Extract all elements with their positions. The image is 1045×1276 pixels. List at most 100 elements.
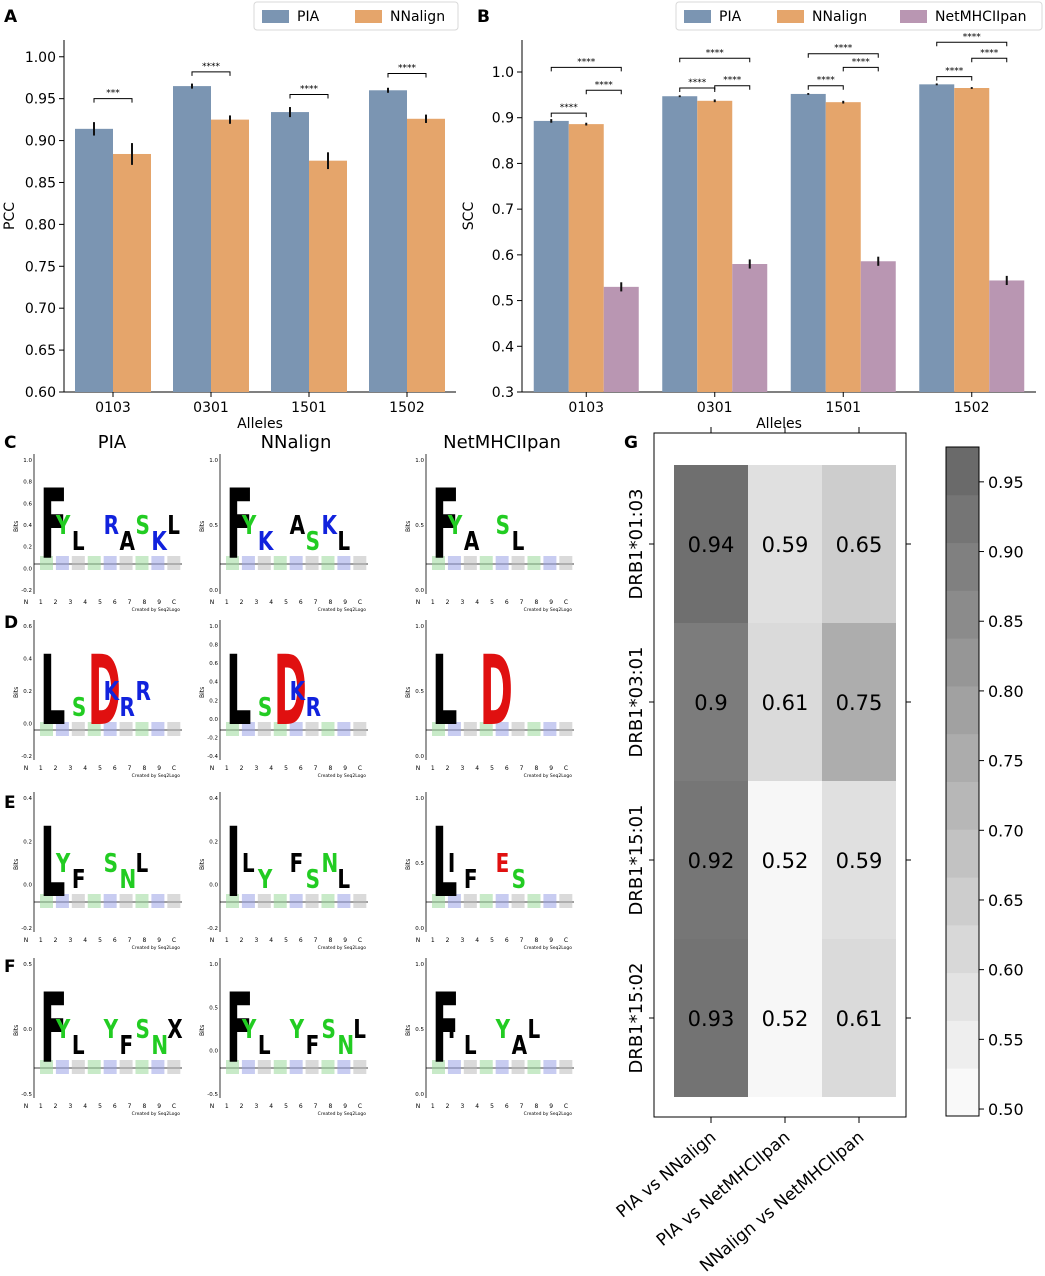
x-tick-label: 1501 (825, 400, 861, 416)
logo-position-label: 7 (314, 937, 318, 944)
legend: PIA NNalign (253, 1, 459, 31)
logo-position-label: 3 (254, 599, 258, 606)
logo-y-tick: 0.4 (23, 796, 32, 802)
y-tick-label: 0.95 (25, 92, 56, 108)
logo-position-label: 1 (225, 1103, 229, 1110)
logo-y-tick: 0.6 (23, 624, 32, 630)
heatmap-cell-label: 0.59 (762, 533, 809, 557)
logo-y-tick: 0.5 (415, 523, 424, 529)
logo-noise (55, 894, 69, 908)
logo-noise (479, 1060, 493, 1074)
logo-noise (447, 1060, 461, 1074)
logo-position-label: 1 (39, 599, 43, 606)
logo-noise (511, 722, 525, 736)
panel-label-f: F (4, 957, 16, 977)
logo-y-tick: 1.0 (23, 458, 32, 464)
x-tick-label: 0301 (193, 400, 229, 416)
bar (790, 93, 826, 392)
logo-noise (87, 556, 101, 570)
logo-position-label: C (172, 765, 176, 772)
logo-letter: A (120, 526, 136, 556)
heatmap-cell (822, 465, 896, 623)
logo-position-label: 4 (269, 1103, 273, 1110)
logo-noise (257, 722, 271, 736)
logo-credit: Created by Seq2Logo (524, 945, 573, 951)
logo-letter: L (226, 637, 251, 748)
logo-position-label: 3 (460, 765, 464, 772)
logo-position-label: 5 (490, 765, 494, 772)
x-tick-label: 1502 (954, 400, 990, 416)
logo-noise (543, 894, 557, 908)
logo-letter: X (167, 1014, 183, 1044)
logo-letter: L (72, 1030, 85, 1060)
logo-y-tick: 0.4 (23, 657, 32, 663)
x-tick-label: 1501 (291, 400, 327, 416)
logo-position-label: 1 (39, 1103, 43, 1110)
heatmap-cell (822, 939, 896, 1097)
colorbar-tick-label: 0.55 (988, 1030, 1024, 1049)
logo-position-label: 3 (68, 937, 72, 944)
legend-swatch (262, 10, 289, 23)
logo-letter: K (290, 676, 306, 706)
heatmap-cell-label: 0.61 (836, 1007, 883, 1031)
logo-y-tick: 1.0 (415, 624, 424, 630)
logo-noise (321, 556, 335, 570)
logo-position-label: 6 (299, 937, 303, 944)
heatmap-cell (674, 623, 748, 781)
heatmap-cell-label: 0.94 (688, 533, 735, 557)
logo-position-label: 4 (475, 765, 479, 772)
logo-letter: Y (289, 1014, 305, 1044)
logo-noise (353, 894, 367, 908)
logo-noise (273, 894, 287, 908)
logo-noise (226, 1060, 239, 1074)
logo-position-label: 2 (446, 765, 450, 772)
logo-y-tick: 1.0 (209, 962, 218, 968)
significance-label: **** (202, 62, 221, 72)
bar (662, 96, 698, 392)
bar (732, 264, 768, 392)
logo-noise (40, 722, 53, 736)
logo-position-label: N (24, 1103, 29, 1110)
colorbar-tick-label: 0.50 (988, 1100, 1024, 1119)
logo-letter: D (274, 637, 307, 748)
logo-y-label: Bits (199, 1025, 206, 1036)
significance-label: **** (834, 44, 853, 54)
colorbar-segment (946, 781, 979, 830)
heatmap-cell-label: 0.59 (836, 849, 883, 873)
logo-position-label: N (416, 765, 421, 772)
logo-noise (119, 556, 133, 570)
logo-position-label: 1 (225, 599, 229, 606)
logo-y-tick: -0.5 (207, 1092, 218, 1098)
logo-position-label: N (24, 599, 29, 606)
logo-letter: R (306, 692, 322, 722)
significance-label: **** (706, 48, 725, 58)
logo-position-label: 6 (505, 1103, 509, 1110)
heatmap-cell (674, 465, 748, 623)
logo-letter: R (120, 692, 136, 722)
logo-position-label: 8 (142, 599, 146, 606)
colorbar-tick-label: 0.95 (988, 473, 1024, 492)
logo-position-label: 5 (98, 765, 102, 772)
logo-position-label: 5 (490, 1103, 494, 1110)
logo-letter: Y (103, 1014, 119, 1044)
logo-position-label: C (564, 1103, 568, 1110)
logo-position-label: 1 (431, 599, 435, 606)
logo-letter: F (306, 1030, 320, 1060)
logo-credit: Created by Seq2Logo (318, 945, 367, 951)
colorbar-segment (946, 877, 979, 926)
logo-position-label: N (210, 937, 215, 944)
legend-swatch (684, 10, 711, 23)
logo-noise (71, 556, 85, 570)
significance-bracket (714, 85, 751, 90)
logo-position-label: N (416, 937, 421, 944)
legend: PIA NNalign NetMHCIIpan (675, 1, 1043, 31)
logo-noise (447, 556, 461, 570)
logo-position-label: 6 (113, 1103, 117, 1110)
bar (825, 102, 861, 393)
logo-position-label: 7 (314, 765, 318, 772)
logo-y-tick: 0.2 (209, 839, 218, 845)
logo-position-label: 5 (284, 599, 288, 606)
logo-noise (151, 722, 165, 736)
